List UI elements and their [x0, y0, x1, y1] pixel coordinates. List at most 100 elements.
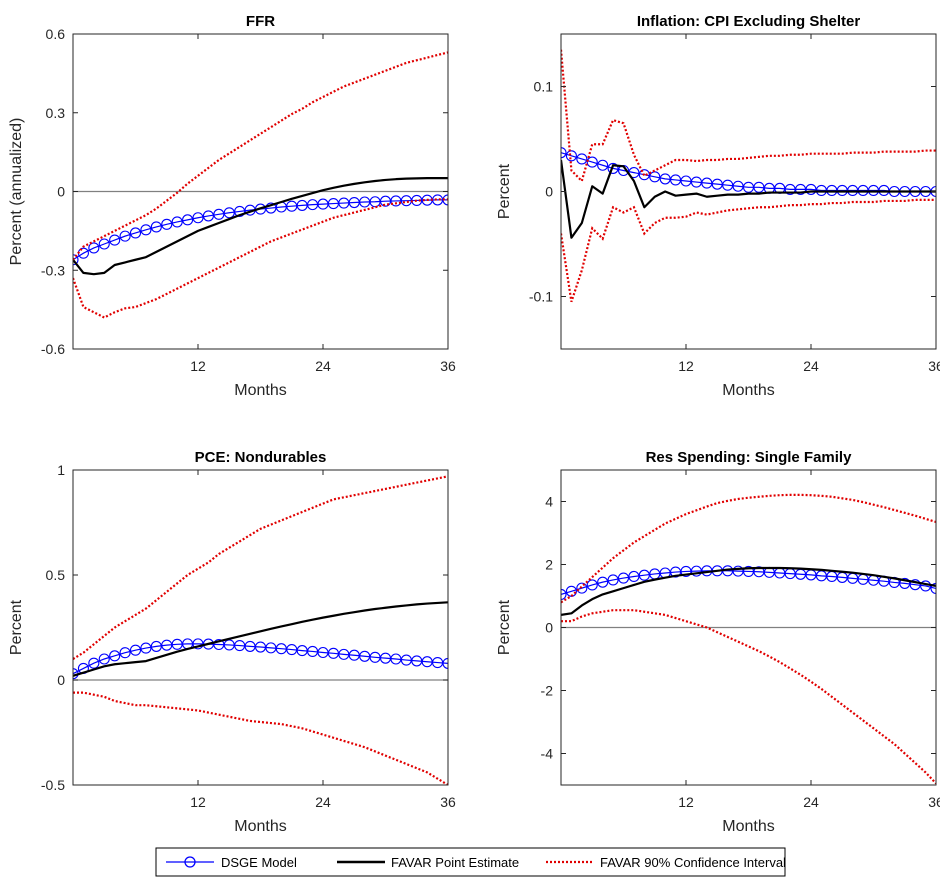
panel-title: PCE: Nondurables	[195, 449, 327, 466]
dsge-point	[213, 208, 225, 220]
y-tick-label: 4	[545, 494, 553, 510]
dsge-point	[140, 224, 152, 236]
legend-favar-label: FAVAR Point Estimate	[391, 855, 519, 870]
dsge-point	[617, 572, 630, 584]
series-group	[561, 493, 936, 785]
x-tick-label: 36	[928, 794, 940, 810]
x-tick-label: 12	[190, 794, 206, 810]
y-tick-label: 0	[57, 672, 65, 688]
plot-area	[73, 470, 448, 785]
dsge-point	[150, 221, 162, 233]
dsge-point	[899, 577, 911, 589]
x-axis-label: Months	[234, 382, 286, 399]
dsge-point	[909, 579, 921, 591]
dsge-point	[930, 582, 936, 594]
y-tick-label: -0.5	[41, 777, 65, 793]
dsge-point	[140, 642, 152, 654]
dsge-point	[649, 171, 661, 183]
y-tick-label: -0.1	[529, 289, 553, 305]
panel-title: Inflation: CPI Excluding Shelter	[637, 13, 861, 30]
y-tick-label: 0	[545, 184, 553, 200]
dsge-point	[88, 657, 100, 669]
y-tick-label: -2	[541, 683, 554, 699]
ci-upper-line	[561, 493, 936, 604]
legend-dsge-label: DSGE Model	[221, 855, 297, 870]
axes-frame	[72, 469, 449, 786]
y-tick-label: 0.3	[46, 105, 66, 121]
y-tick-label: 2	[545, 557, 553, 573]
dsge-point	[597, 159, 609, 171]
ci-lower-line	[73, 691, 448, 785]
x-tick-label: 24	[315, 794, 331, 810]
x-tick-label: 36	[440, 358, 456, 374]
y-tick-label: 0	[545, 620, 553, 636]
favar-point-estimate-line	[73, 177, 448, 276]
y-tick-label: 0.6	[46, 26, 66, 42]
dsge-point	[150, 640, 162, 652]
x-axis-label: Months	[722, 818, 774, 835]
dsge-point	[98, 653, 110, 665]
dsge-point	[202, 210, 214, 222]
favar-point-estimate-line	[561, 159, 936, 239]
dsge-point	[607, 162, 619, 174]
dsge-point	[607, 574, 619, 586]
x-tick-label: 24	[803, 358, 819, 374]
dsge-point	[638, 569, 650, 581]
legend-box	[155, 847, 786, 877]
dsge-point	[73, 254, 79, 266]
series-group	[73, 475, 448, 785]
y-tick-label: -4	[541, 746, 554, 762]
dsge-point	[576, 582, 588, 594]
panel-1: 12 24 36 -0.6 -0.3 0 0.3 0.6 FFR Months Percent (a…	[8, 13, 456, 399]
dsge-point	[586, 156, 598, 168]
dsge-point	[119, 230, 131, 242]
y-tick-label: 0.5	[46, 567, 66, 583]
dsge-point	[576, 153, 588, 165]
ci-lower-line	[561, 609, 936, 785]
favar-point-estimate-line	[73, 601, 448, 677]
dsge-point	[88, 242, 100, 254]
dsge-point	[161, 218, 173, 230]
legend: DSGE Model FAVAR Point Estimate FAVAR 90…	[155, 847, 786, 877]
dsge-line	[561, 570, 936, 595]
x-axis-label: Months	[234, 818, 286, 835]
x-axis-label: Months	[722, 382, 774, 399]
favar-point-estimate-line	[561, 566, 936, 616]
dsge-point	[182, 214, 194, 226]
panel-title: Res Spending: Single Family	[646, 449, 853, 466]
dsge-point	[561, 147, 567, 159]
dsge-point	[119, 647, 131, 659]
x-tick-label: 12	[190, 358, 206, 374]
y-tick-label: 0.1	[534, 79, 554, 95]
dsge-point	[98, 238, 110, 250]
legend-ci-label: FAVAR 90% Confidence Interval	[600, 855, 786, 870]
dsge-point	[109, 650, 121, 662]
dsge-point	[129, 644, 142, 656]
x-tick-label: 36	[928, 358, 940, 374]
y-axis-label: Percent	[496, 599, 513, 655]
x-tick-label: 24	[803, 794, 819, 810]
ci-upper-line	[561, 49, 936, 184]
ci-lower-line	[561, 198, 936, 303]
dsge-point	[234, 205, 246, 217]
dsge-point	[586, 579, 598, 591]
y-tick-label: 1	[57, 462, 65, 478]
y-axis-label: Percent	[496, 163, 513, 219]
dsge-point	[129, 227, 142, 239]
panel-title: FFR	[246, 13, 275, 30]
ci-upper-line	[73, 475, 448, 660]
x-tick-label: 36	[440, 794, 456, 810]
dsge-point	[223, 207, 235, 219]
dsge-point	[597, 576, 609, 588]
dsge-point	[192, 212, 204, 224]
panel-2: 12 24 36 -0.1 0 0.1 Inflation: CPI Excluding S…	[496, 13, 940, 399]
y-tick-label: 0	[57, 184, 65, 200]
panel-3: 12 24 36 -0.5 0 0.5 1 PCE: Nondurables Months Per…	[8, 449, 456, 835]
x-tick-label: 24	[315, 358, 331, 374]
dsge-point	[171, 216, 183, 228]
x-tick-label: 12	[678, 358, 694, 374]
dsge-point	[628, 570, 640, 583]
dsge-point	[565, 150, 577, 162]
